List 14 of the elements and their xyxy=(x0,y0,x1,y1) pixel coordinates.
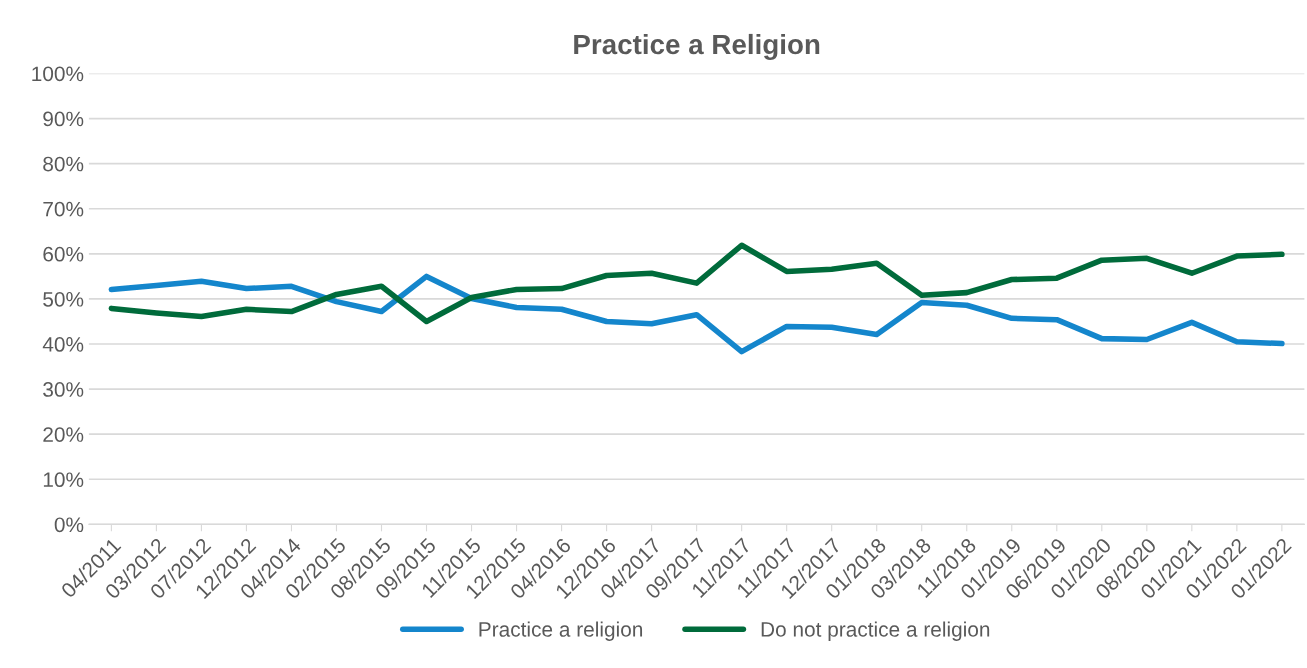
chart-title: Practice a Religion xyxy=(574,33,820,60)
y-tick-label: 80% xyxy=(43,156,84,172)
y-tick-label: 70% xyxy=(43,201,84,217)
y-tick-label: 40% xyxy=(42,337,84,352)
y-tick-label: 50% xyxy=(43,291,84,307)
y-tick-label: 100% xyxy=(32,66,84,82)
y-tick-label: 20% xyxy=(43,427,84,442)
y-tick-label: 30% xyxy=(43,382,84,397)
legend-label: Practice a religion xyxy=(479,621,643,641)
legend-label: Do not practice a religion xyxy=(761,621,990,641)
y-tick-label: 10% xyxy=(43,472,84,488)
y-tick-label: 90% xyxy=(43,111,84,127)
y-tick-label: 60% xyxy=(43,246,84,262)
y-tick-label: 0% xyxy=(54,517,84,533)
